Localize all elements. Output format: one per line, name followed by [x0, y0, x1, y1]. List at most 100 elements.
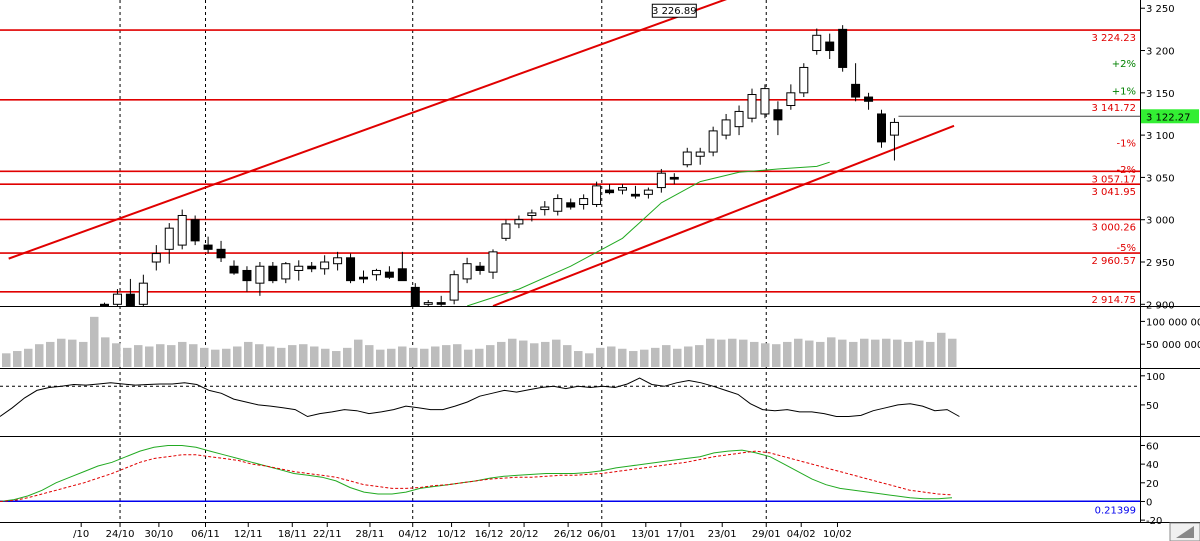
candle-body-down: [475, 265, 485, 271]
volume-bar: [497, 341, 506, 367]
moving-average-line: [466, 161, 830, 306]
candle-body-up: [462, 263, 472, 280]
candle-body-down: [268, 265, 278, 282]
volume-bar: [805, 340, 814, 367]
trendline: [492, 124, 955, 306]
volume-bar: [420, 348, 429, 367]
candle: [268, 262, 278, 284]
volume-bar: [464, 349, 473, 367]
horizontal-level-label: 3 041.95: [1091, 187, 1136, 198]
candle: [151, 245, 161, 271]
candle: [825, 33, 835, 59]
candle: [242, 266, 252, 292]
volume-bar: [618, 348, 627, 367]
candle: [255, 262, 265, 296]
volume-bar: [365, 345, 374, 367]
x-tick-label: 10/12: [437, 529, 466, 540]
candle-body-down: [242, 269, 252, 282]
candle: [630, 185, 640, 199]
candle-body-up: [592, 185, 602, 205]
x-tick-label: 12/11: [234, 529, 263, 540]
volume-bar: [937, 332, 946, 367]
candle-body-up: [799, 66, 809, 94]
last-price-label: 3 122.27: [1146, 112, 1191, 123]
volume-bar: [2, 353, 11, 367]
x-tick-label: 30/10: [144, 529, 173, 540]
candle-body-up: [656, 172, 666, 189]
candle: [721, 113, 731, 140]
volume-bar: [189, 344, 198, 367]
x-tick-label: 10/02: [823, 529, 852, 540]
candle-body-down: [630, 193, 640, 197]
candle-body-up: [695, 151, 705, 157]
candle-body-up: [747, 94, 757, 119]
candle-body-up: [320, 261, 330, 270]
volume-bar: [200, 347, 209, 367]
oscillator-panel: [0, 377, 1140, 418]
x-tick-label: 17/01: [666, 529, 695, 540]
candle: [397, 251, 407, 282]
volume-bar: [783, 341, 792, 367]
horizontal-level-label: 2 914.75: [1091, 295, 1136, 306]
volume-bar: [596, 347, 605, 367]
price-y-tick-label: 3 050: [1146, 173, 1175, 184]
candle: [592, 181, 602, 208]
candle-body-down: [605, 189, 615, 194]
candle-body-up: [514, 219, 524, 225]
candle-body-down: [851, 83, 861, 98]
x-tick-label: 24/10: [106, 529, 135, 540]
candle: [682, 147, 692, 168]
candle: [216, 240, 226, 263]
candle: [864, 92, 874, 110]
candle-body-up: [527, 212, 537, 216]
scroll-widget-icon: [1176, 526, 1194, 538]
candle-body-down: [216, 248, 226, 259]
volume-bar: [948, 338, 957, 367]
candle-body-up: [449, 274, 459, 301]
volume-panel: [2, 316, 957, 367]
candle: [307, 262, 317, 273]
volume-bar: [343, 347, 352, 367]
oscillator-line: [0, 377, 960, 418]
oscillator-y-tick-label: 100: [1146, 372, 1165, 383]
volume-bar: [871, 339, 880, 367]
volume-bar: [684, 346, 693, 367]
x-tick-label: 29/01: [752, 529, 781, 540]
volume-bar: [893, 339, 902, 367]
price-y-tick-label: 3 150: [1146, 89, 1175, 100]
candle: [643, 187, 653, 199]
volume-bar: [904, 341, 913, 367]
volume-bar: [530, 343, 539, 367]
candle-body-down: [190, 219, 200, 242]
candle-body-down: [410, 286, 420, 306]
horizontal-level-label: 3 141.72: [1091, 103, 1136, 114]
candle: [138, 274, 148, 306]
candle: [773, 101, 783, 136]
candle: [889, 118, 899, 161]
volume-bar: [662, 345, 671, 367]
candle-body-up: [812, 34, 822, 52]
candle: [177, 209, 187, 250]
macd-y-tick-label: 0: [1146, 497, 1152, 508]
candle-body-down: [125, 293, 135, 306]
volume-y-tick-label: 100 000 000: [1146, 317, 1200, 328]
volume-bar: [431, 346, 440, 367]
candle: [320, 255, 330, 275]
volume-bar: [607, 346, 616, 367]
volume-bar: [321, 348, 330, 367]
candle: [346, 253, 356, 284]
candle-body-up: [333, 257, 343, 265]
volume-bar: [35, 344, 44, 367]
candle-body-down: [397, 268, 407, 282]
candle: [410, 283, 420, 306]
candle-body-up: [760, 88, 770, 115]
candle: [203, 236, 213, 254]
candle-body-up: [553, 198, 563, 212]
price-panel: 3 224.23 3 141.72 3 057.17 3 041.95 3 000.26…: [0, 0, 1199, 306]
x-tick-label: 28/11: [356, 529, 385, 540]
candle: [656, 168, 666, 193]
volume-bar: [574, 351, 583, 367]
candle-body-down: [100, 303, 109, 306]
